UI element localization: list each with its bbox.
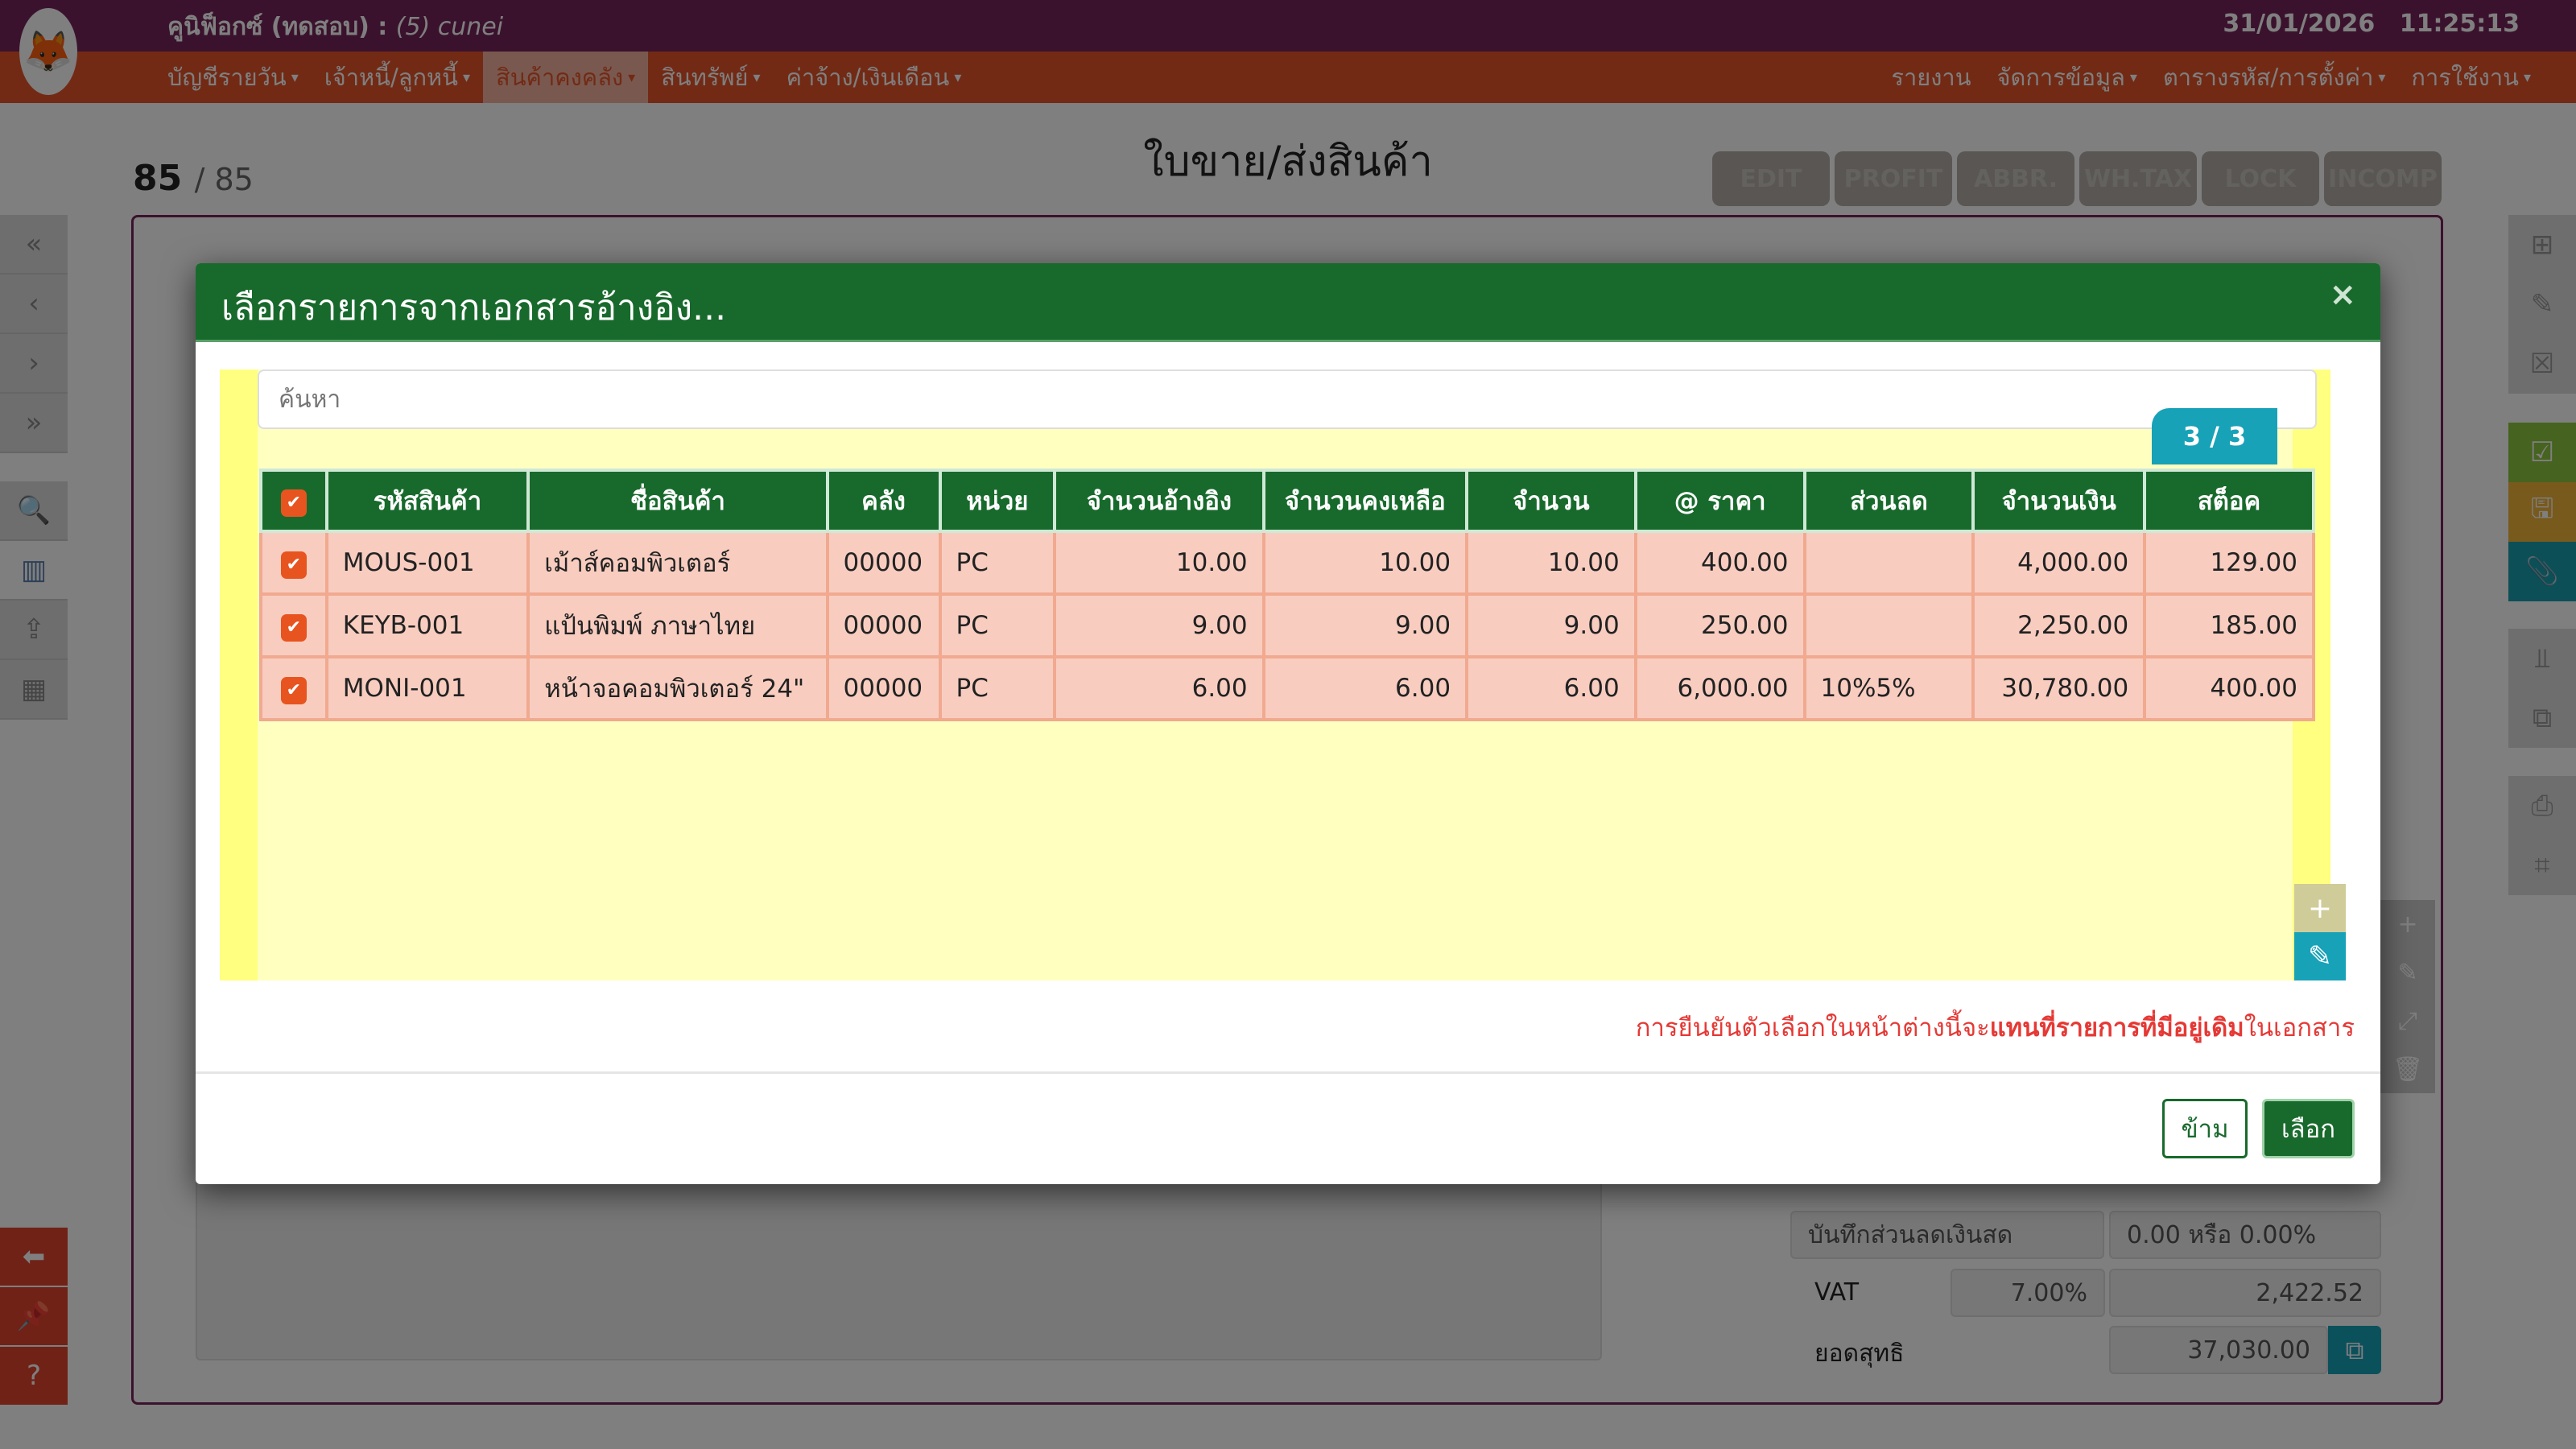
column-header: คลัง (825, 469, 942, 533)
column-header: หน่วย (938, 469, 1057, 533)
cell-price: 250.00 (1633, 592, 1806, 658)
row-select-cell[interactable]: ✔ (259, 592, 328, 658)
column-header: จำนวน (1465, 469, 1637, 533)
checkbox-checked-icon[interactable]: ✔ (280, 551, 307, 579)
cell-remain-qty: 10.00 (1261, 530, 1469, 596)
column-header: จำนวนอ้างอิง (1053, 469, 1265, 533)
column-header: จำนวนเงิน (1971, 469, 2147, 533)
column-header: @ ราคา (1633, 469, 1806, 533)
table-header: ✔ รหัสสินค้า ชื่อสินค้า คลัง หน่วย จำนวนอ้างอ… (259, 469, 2315, 533)
column-header: จำนวนคงเหลือ (1261, 469, 1469, 533)
cell-amount: 30,780.00 (1971, 655, 2147, 721)
table-row[interactable]: ✔ KEYB-001 แป้นพิมพ์ ภาษาไทย 00000 PC 9.00 9.0… (259, 592, 2315, 658)
cell-name: แป้นพิมพ์ ภาษาไทย (526, 592, 829, 658)
modal-header: เลือกรายการจากเอกสารอ้างอิง... × (196, 263, 2380, 342)
select-all-header[interactable]: ✔ (259, 469, 328, 533)
warning-emphasis: แทนที่รายการที่มีอยู่เดิม (1989, 1013, 2244, 1042)
cell-warehouse: 00000 (825, 530, 942, 596)
cell-code: KEYB-001 (324, 592, 530, 658)
cell-discount (1802, 592, 1975, 658)
checkbox-checked-icon[interactable]: ✔ (280, 613, 307, 642)
cell-qty: 10.00 (1465, 530, 1637, 596)
cell-price: 400.00 (1633, 530, 1806, 596)
column-header: รหัสสินค้า (324, 469, 530, 533)
add-row-button[interactable]: + (2294, 884, 2346, 932)
row-select-cell[interactable]: ✔ (259, 530, 328, 596)
close-icon[interactable]: × (2329, 276, 2356, 313)
cell-warehouse: 00000 (825, 592, 942, 658)
cell-amount: 4,000.00 (1971, 530, 2147, 596)
cell-unit: PC (938, 655, 1057, 721)
cell-stock: 185.00 (2143, 592, 2315, 658)
cell-warehouse: 00000 (825, 655, 942, 721)
cell-qty: 6.00 (1465, 655, 1637, 721)
column-header: สต็อค (2143, 469, 2315, 533)
cell-code: MOUS-001 (324, 530, 530, 596)
edit-row-button[interactable]: ✎ (2294, 932, 2346, 980)
cell-code: MONI-001 (324, 655, 530, 721)
footer-divider (196, 1071, 2380, 1074)
cell-amount: 2,250.00 (1971, 592, 2147, 658)
table-row[interactable]: ✔ MOUS-001 เม้าส์คอมพิวเตอร์ 00000 PC 10.00 10… (259, 530, 2315, 596)
items-table: ✔ รหัสสินค้า ชื่อสินค้า คลัง หน่วย จำนวนอ้างอ… (259, 469, 2315, 721)
cell-ref-qty: 6.00 (1053, 655, 1265, 721)
search-input[interactable] (258, 369, 2317, 429)
cell-stock: 129.00 (2143, 530, 2315, 596)
cell-qty: 9.00 (1465, 592, 1637, 658)
cell-discount: 10%5% (1802, 655, 1975, 721)
column-header: ส่วนลด (1802, 469, 1975, 533)
cell-unit: PC (938, 592, 1057, 658)
cell-remain-qty: 9.00 (1261, 592, 1469, 658)
checkbox-checked-icon[interactable]: ✔ (280, 489, 307, 517)
warning-text-end: ในเอกสาร (2244, 1013, 2355, 1042)
cell-price: 6,000.00 (1633, 655, 1806, 721)
cell-ref-qty: 10.00 (1053, 530, 1265, 596)
checkbox-checked-icon[interactable]: ✔ (280, 676, 307, 704)
count-badge: 3 / 3 (2152, 408, 2277, 464)
cell-name: เม้าส์คอมพิวเตอร์ (526, 530, 829, 596)
cell-name: หน้าจอคอมพิวเตอร์ 24" (526, 655, 829, 721)
table-side-buttons: + ✎ (2294, 884, 2346, 980)
table-row[interactable]: ✔ MONI-001 หน้าจอคอมพิวเตอร์ 24" 00000 PC 6.0… (259, 655, 2315, 721)
warning-text: การยืนยันตัวเลือกในหน้าต่างนี้จะ (1635, 1013, 1990, 1042)
cell-ref-qty: 9.00 (1053, 592, 1265, 658)
row-select-cell[interactable]: ✔ (259, 655, 328, 721)
modal-title: เลือกรายการจากเอกสารอ้างอิง... (221, 287, 727, 328)
reference-select-modal: เลือกรายการจากเอกสารอ้างอิง... × 3 / 3 ✔… (196, 263, 2380, 1184)
cell-remain-qty: 6.00 (1261, 655, 1469, 721)
choose-button[interactable]: เลือก (2262, 1099, 2355, 1158)
cell-stock: 400.00 (2143, 655, 2315, 721)
cell-discount (1802, 530, 1975, 596)
replace-warning: การยืนยันตัวเลือกในหน้าต่างนี้จะแทนที่รา… (1636, 1007, 2355, 1047)
skip-button[interactable]: ข้าม (2162, 1099, 2248, 1158)
cell-unit: PC (938, 530, 1057, 596)
column-header: ชื่อสินค้า (526, 469, 829, 533)
items-panel: 3 / 3 ✔รหัสสินค้าชื่อสินค้าคลังหน่วยจำนว… (220, 369, 2330, 980)
